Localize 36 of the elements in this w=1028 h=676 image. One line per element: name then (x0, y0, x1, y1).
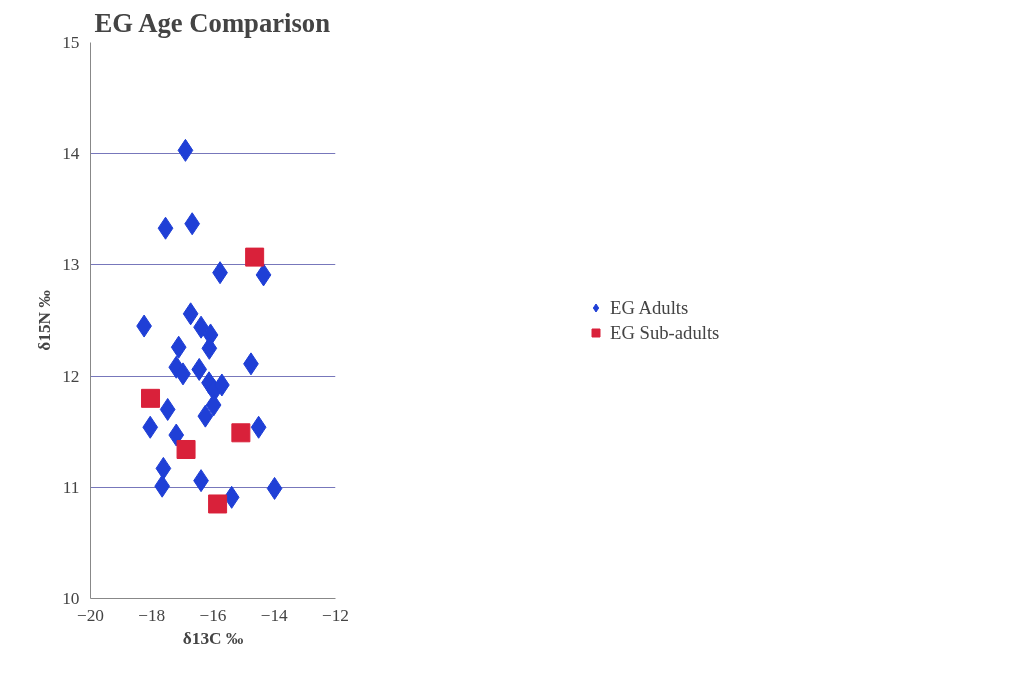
x-axis-title: δ13C ‰ (182, 628, 244, 648)
y-tick-label: 12 (62, 366, 80, 386)
legend-label: EG Sub-adults (610, 321, 721, 344)
point (231, 423, 251, 443)
point (177, 138, 194, 162)
point (255, 263, 272, 287)
x-tick-label: −18 (138, 605, 166, 625)
point (182, 302, 199, 326)
point (197, 404, 214, 428)
x-tick-label: −12 (321, 605, 350, 625)
point (142, 415, 159, 439)
point (170, 335, 187, 359)
point (157, 216, 174, 240)
point (176, 439, 196, 459)
y-axis-title: δ15N ‰ (35, 290, 55, 351)
point (155, 456, 172, 480)
y-tick-label: 10 (62, 589, 80, 608)
point (250, 415, 267, 439)
point (184, 212, 201, 236)
point (245, 247, 265, 267)
x-tick-label: −14 (260, 605, 289, 625)
y-tick-label: 11 (62, 477, 80, 497)
point (208, 494, 228, 514)
point (159, 397, 176, 421)
x-tick-label: −20 (76, 605, 105, 625)
x-tick-label: −16 (199, 605, 227, 625)
y-tick-label: 15 (62, 33, 80, 52)
chart-title: EG Age Comparison (94, 7, 331, 38)
point (141, 388, 161, 408)
point (266, 476, 283, 500)
point (223, 485, 240, 509)
legend-label: EG Adults (610, 296, 690, 319)
point (191, 357, 208, 381)
y-tick-label: 14 (62, 144, 80, 164)
point (168, 423, 185, 447)
y-tick-label: 13 (62, 255, 80, 275)
